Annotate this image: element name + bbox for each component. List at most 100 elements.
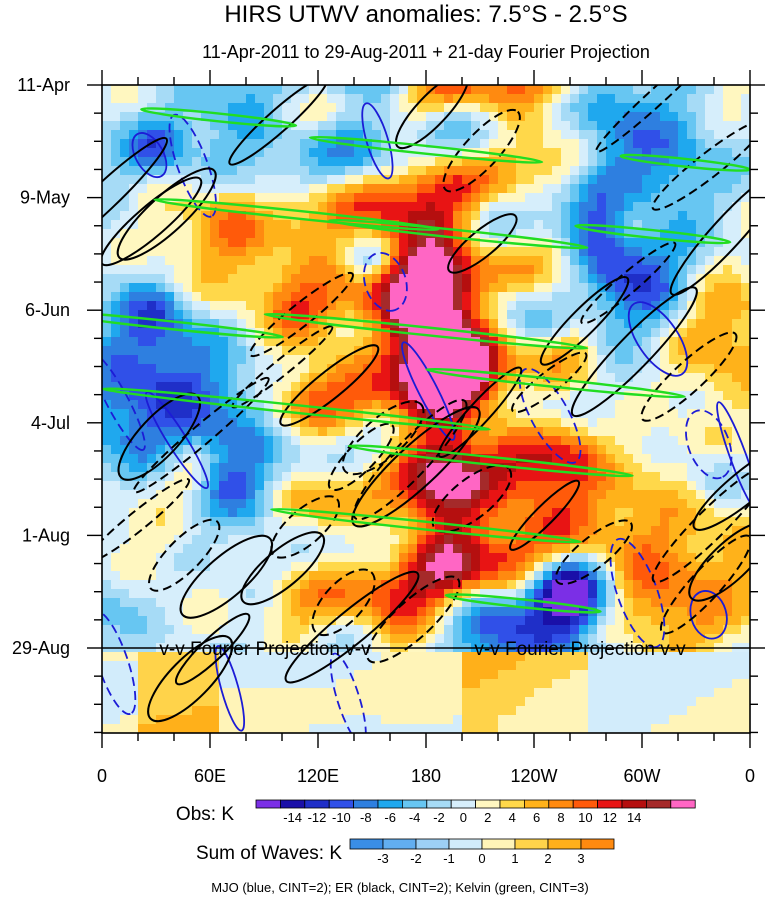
field-cell <box>534 634 544 644</box>
field-cell <box>741 571 750 581</box>
field-cell <box>579 211 589 221</box>
field-cell <box>318 148 328 158</box>
field-cell <box>714 634 724 644</box>
field-cell <box>498 544 508 554</box>
field-cell <box>714 256 724 266</box>
field-cell <box>579 661 589 671</box>
field-cell <box>516 193 526 203</box>
field-cell <box>165 562 175 572</box>
field-cell <box>390 688 400 698</box>
field-cell <box>309 616 319 626</box>
field-cell <box>579 319 589 329</box>
field-cell <box>408 616 418 626</box>
field-cell <box>363 373 373 383</box>
field-cell <box>489 517 499 527</box>
field-cell <box>219 94 229 104</box>
field-cell <box>561 364 571 374</box>
field-cell <box>282 481 292 491</box>
field-cell <box>498 670 508 680</box>
field-cell <box>453 202 463 212</box>
field-cell <box>255 184 265 194</box>
field-cell <box>165 301 175 311</box>
field-cell <box>678 562 688 572</box>
field-cell <box>480 589 490 599</box>
field-cell <box>723 175 733 185</box>
field-cell <box>435 139 445 149</box>
field-cell <box>453 283 463 293</box>
field-cell <box>462 211 472 221</box>
field-cell <box>183 607 193 617</box>
field-cell <box>561 472 571 482</box>
field-cell <box>480 472 490 482</box>
field-cell <box>255 454 265 464</box>
field-cell <box>228 661 238 671</box>
field-cell <box>480 319 490 329</box>
field-cell <box>165 112 175 122</box>
field-cell <box>705 175 715 185</box>
field-cell <box>147 274 157 284</box>
field-cell <box>138 571 148 581</box>
field-cell <box>597 535 607 545</box>
field-cell <box>480 184 490 194</box>
field-cell <box>282 697 292 707</box>
field-cell <box>399 211 409 221</box>
field-cell <box>381 697 391 707</box>
field-cell <box>516 661 526 671</box>
field-cell <box>732 400 742 410</box>
field-cell <box>408 580 418 590</box>
field-cell <box>444 688 454 698</box>
field-cell <box>498 130 508 140</box>
field-cell <box>138 400 148 410</box>
field-cell <box>462 526 472 536</box>
field-cell <box>390 211 400 221</box>
field-cell <box>381 184 391 194</box>
field-cell <box>696 211 706 221</box>
field-cell <box>345 256 355 266</box>
field-cell <box>264 337 274 347</box>
field-cell <box>318 373 328 383</box>
field-cell <box>471 679 481 689</box>
field-cell <box>534 355 544 365</box>
field-cell <box>138 346 148 356</box>
field-cell <box>381 355 391 365</box>
field-cell <box>732 346 742 356</box>
field-cell <box>156 247 166 257</box>
field-cell <box>165 247 175 257</box>
field-cell <box>273 265 283 275</box>
field-cell <box>147 427 157 437</box>
field-cell <box>228 553 238 563</box>
field-cell <box>633 112 643 122</box>
field-cell <box>165 166 175 176</box>
field-cell <box>705 508 715 518</box>
field-cell <box>426 571 436 581</box>
field-cell <box>237 184 247 194</box>
field-cell <box>147 499 157 509</box>
field-cell <box>480 130 490 140</box>
field-cell <box>174 175 184 185</box>
field-cell <box>579 85 589 95</box>
field-cell <box>417 409 427 419</box>
field-cell <box>327 679 337 689</box>
field-cell <box>381 616 391 626</box>
field-cell <box>597 670 607 680</box>
field-cell <box>327 400 337 410</box>
field-cell <box>696 373 706 383</box>
field-cell <box>156 661 166 671</box>
field-cell <box>210 157 220 167</box>
field-cell <box>345 130 355 140</box>
field-cell <box>588 526 598 536</box>
field-cell <box>183 616 193 626</box>
field-cell <box>192 220 202 230</box>
field-cell <box>345 508 355 518</box>
field-cell <box>624 499 634 509</box>
field-cell <box>120 265 130 275</box>
field-cell <box>111 238 121 248</box>
field-cell <box>228 535 238 545</box>
field-cell <box>345 400 355 410</box>
field-cell <box>471 688 481 698</box>
field-cell <box>219 427 229 437</box>
field-cell <box>309 238 319 248</box>
field-cell <box>336 202 346 212</box>
field-cell <box>525 364 535 374</box>
field-cell <box>453 688 463 698</box>
